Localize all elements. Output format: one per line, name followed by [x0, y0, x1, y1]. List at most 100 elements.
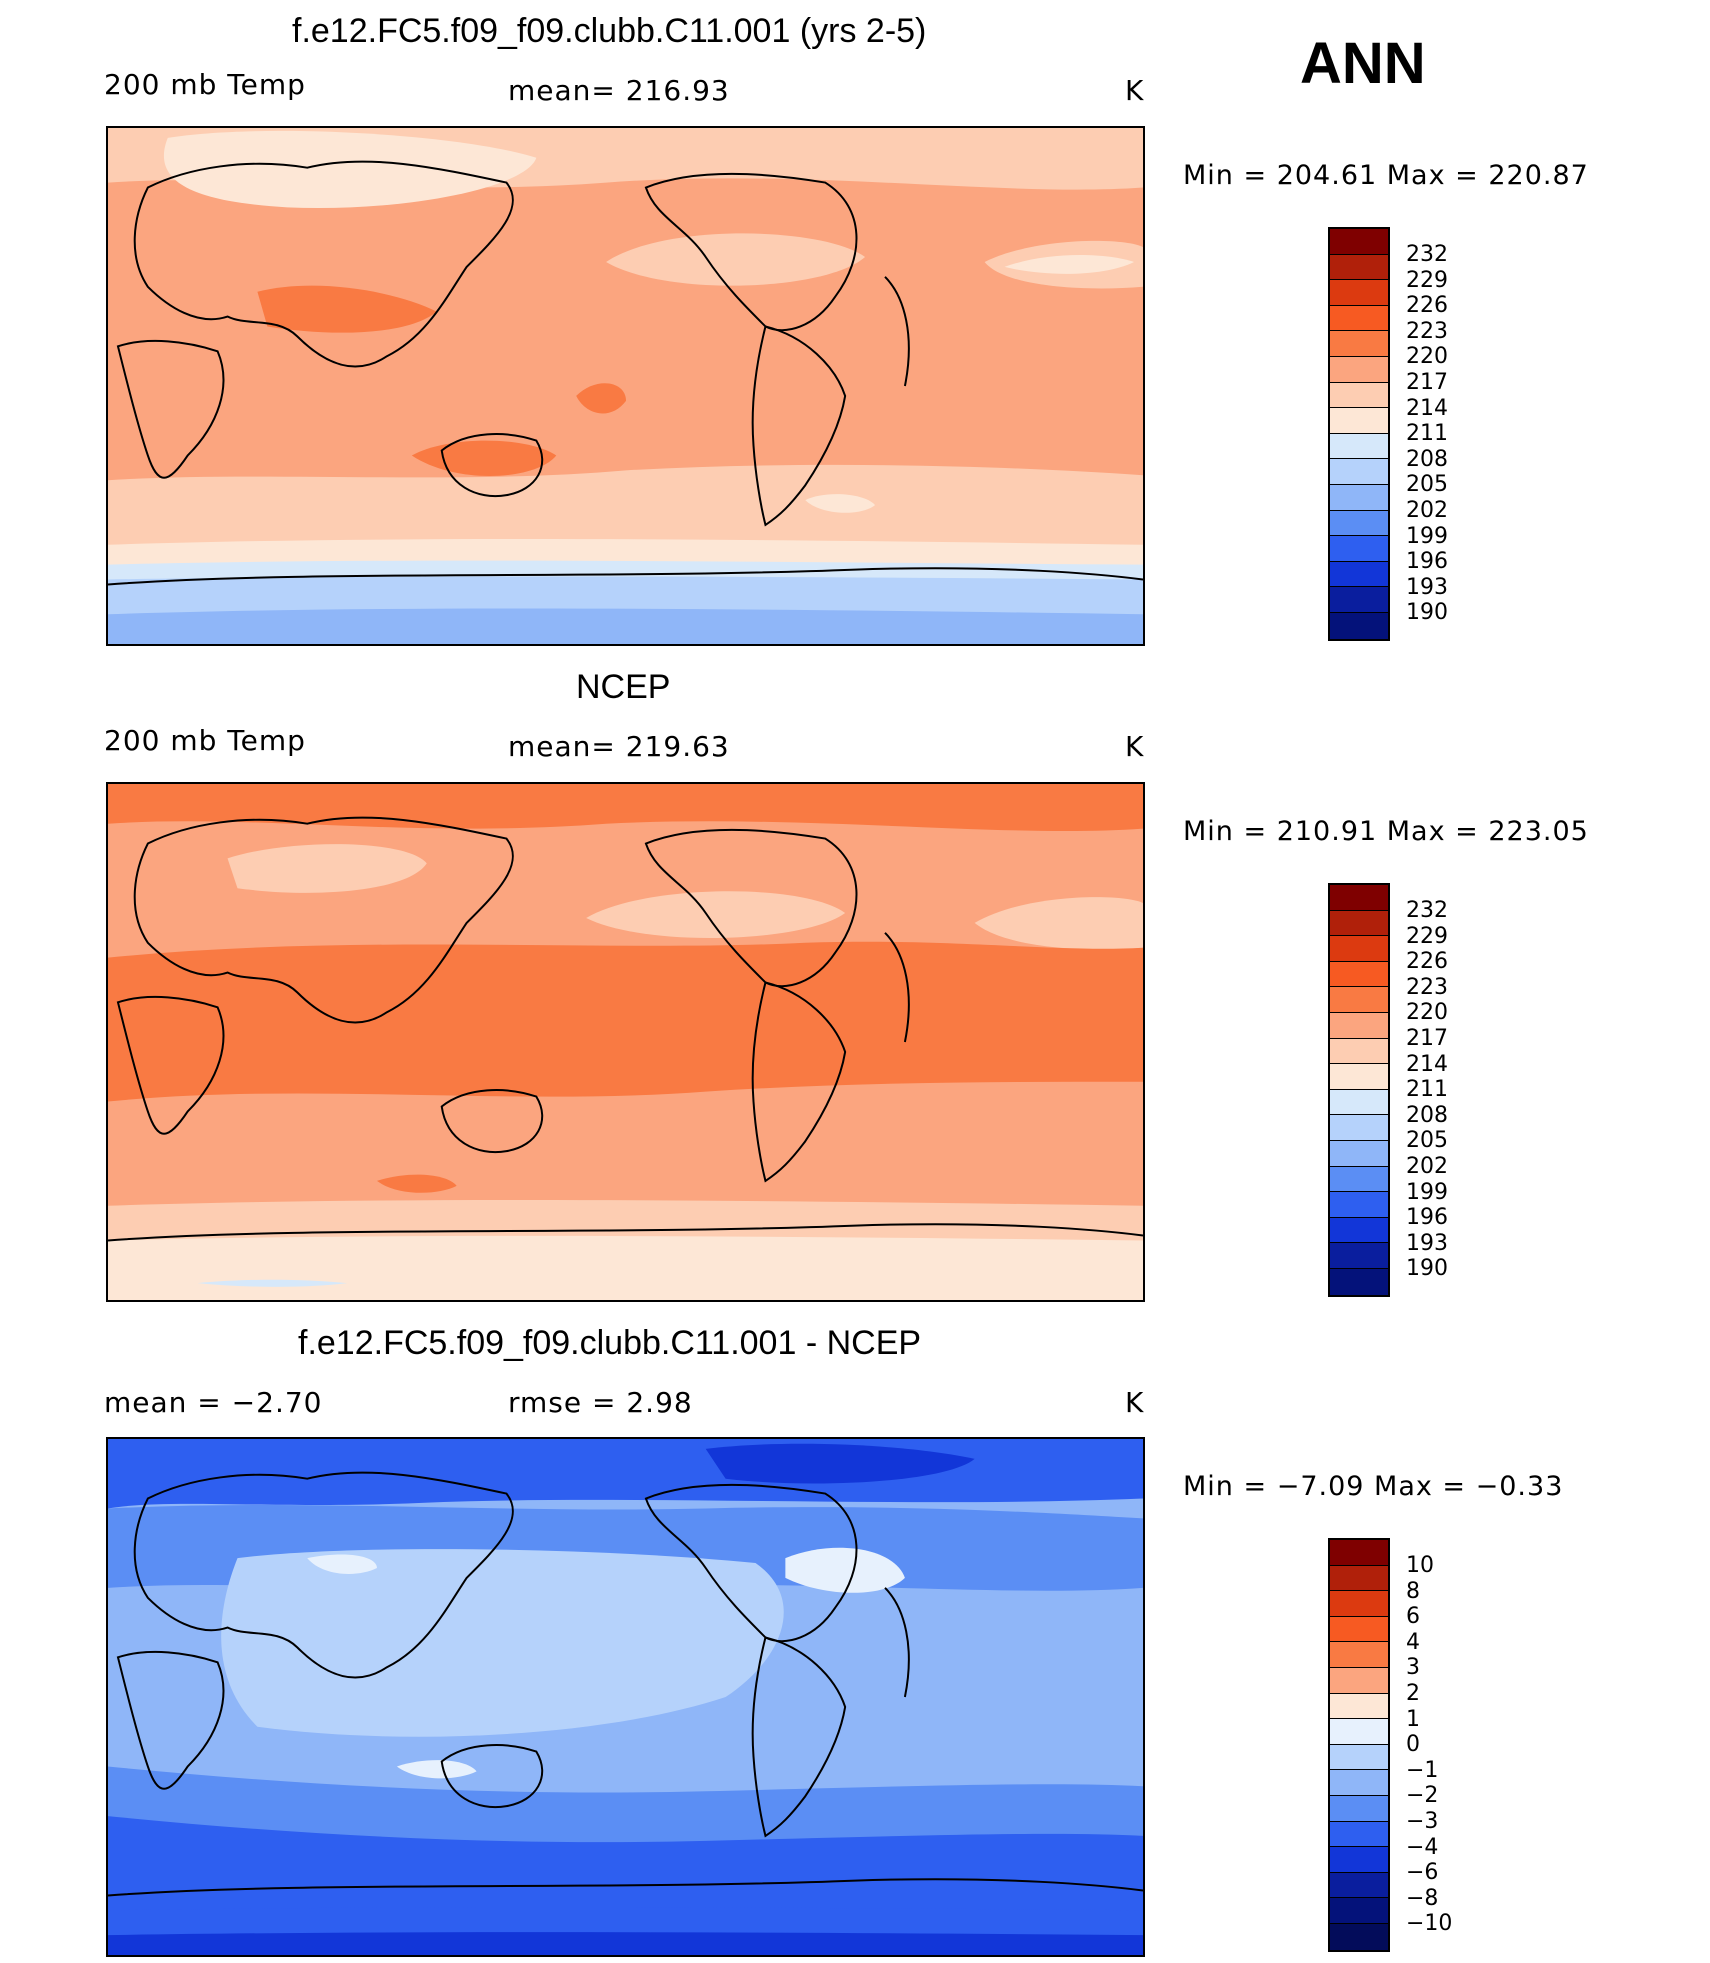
- panel-mean-label-model: mean= 216.93: [508, 74, 730, 107]
- colorbar-swatch: [1330, 1821, 1388, 1848]
- colorbar-swatch: [1330, 1616, 1388, 1643]
- field-band-north: [108, 784, 1143, 832]
- colorbar-label: 220: [1406, 1000, 1448, 1026]
- panel-mean-label-diff: mean = −2.70: [104, 1386, 323, 1419]
- field-band-pole: [108, 1932, 1143, 1955]
- colorbar-swatch: [1330, 459, 1388, 485]
- colorbar-label: 205: [1406, 1128, 1448, 1154]
- colorbar-swatch: [1330, 1268, 1388, 1295]
- panel-units-model: K: [1125, 74, 1145, 107]
- colorbar-swatch: [1330, 1217, 1388, 1244]
- panel-minmax-obs: Min = 210.91 Max = 223.05: [1183, 816, 1589, 847]
- colorbar-swatch: [1330, 1898, 1388, 1924]
- map-model: [106, 126, 1145, 646]
- colorbar-swatch: [1330, 1166, 1388, 1193]
- colorbar-label: −6: [1406, 1860, 1439, 1886]
- field-patch-siberia: [163, 130, 537, 209]
- colorbar-label: 232: [1406, 242, 1448, 267]
- colorbar-label: 220: [1406, 344, 1448, 370]
- colorbar-label: 208: [1406, 446, 1448, 472]
- colorbar-swatch: [1330, 1140, 1388, 1167]
- colorbar-label: 3: [1406, 1655, 1420, 1681]
- colorbar-swatch: [1330, 536, 1388, 562]
- colorbar-label: −10: [1406, 1911, 1453, 1937]
- colorbar-swatch: [1330, 987, 1388, 1013]
- field-patch-siberia: [227, 844, 427, 893]
- colorbar-label: 226: [1406, 949, 1448, 975]
- colorbar-swatch: [1330, 1038, 1388, 1065]
- colorbar-swatch: [1330, 1693, 1388, 1720]
- field-patch-maritime: [576, 383, 626, 414]
- map-obs-field: [108, 784, 1143, 1300]
- field-patch-south-pacific: [805, 494, 876, 513]
- panel-minmax-diff: Min = −7.09 Max = −0.33: [1183, 1471, 1564, 1502]
- colorbar-swatch: [1330, 433, 1388, 460]
- colorbar-label: −8: [1406, 1885, 1439, 1911]
- colorbar-label: 4: [1406, 1629, 1420, 1655]
- colorbar-swatch: [1330, 1192, 1388, 1218]
- colorbar-label: 199: [1406, 1179, 1448, 1205]
- colorbar-label: 232: [1406, 898, 1448, 923]
- field-patch-tibet: [257, 285, 437, 333]
- colorbar-swatch: [1330, 1089, 1388, 1116]
- colorbar-label: 229: [1406, 267, 1448, 293]
- field-patch-atlantic-core: [1004, 255, 1135, 274]
- season-label: ANN: [1300, 31, 1426, 96]
- colorbar-swatch: [1330, 1064, 1388, 1090]
- colorbar-swatch: [1330, 484, 1388, 511]
- colorbar-label: 229: [1406, 923, 1448, 949]
- colorbar-label: 196: [1406, 1205, 1448, 1231]
- colorbar-swatch: [1330, 612, 1388, 639]
- colorbar-label: 193: [1406, 1230, 1448, 1256]
- colorbar-swatch: [1330, 356, 1388, 383]
- colorbar-label: 208: [1406, 1102, 1448, 1128]
- colorbar-swatch: [1330, 280, 1388, 306]
- colorbar-swatch: [1330, 1565, 1388, 1592]
- colorbar-label: 190: [1406, 1256, 1448, 1282]
- colorbar-obs: [1328, 883, 1390, 1297]
- colorbar-swatch: [1330, 1115, 1388, 1141]
- colorbar-label: 202: [1406, 1154, 1448, 1179]
- colorbar-swatch: [1330, 510, 1388, 537]
- field-patch-pacific: [606, 233, 866, 286]
- field-patch-north-america: [785, 1547, 905, 1593]
- colorbar-swatch: [1330, 1847, 1388, 1873]
- panel-units-diff: K: [1125, 1386, 1145, 1419]
- colorbar-swatch: [1330, 587, 1388, 613]
- colorbar-label: 2: [1406, 1681, 1420, 1706]
- colorbar-label: 223: [1406, 974, 1448, 1000]
- colorbar-label: 211: [1406, 1077, 1448, 1103]
- colorbar-label: −3: [1406, 1809, 1439, 1834]
- colorbar-label: 217: [1406, 370, 1448, 395]
- field-patch-australia: [396, 1760, 477, 1779]
- map-model-field: [108, 128, 1143, 644]
- panel-mean-label-obs: mean= 219.63: [508, 730, 730, 763]
- colorbar-swatch: [1330, 561, 1388, 588]
- field-patch-atlantic: [974, 897, 1143, 950]
- colorbar-swatch: [1330, 1770, 1388, 1796]
- colorbar-swatch: [1330, 1243, 1388, 1269]
- colorbar-swatch: [1330, 1744, 1388, 1771]
- colorbar-label: −1: [1406, 1757, 1439, 1783]
- field-patch-australia: [411, 440, 557, 476]
- colorbar-label: 211: [1406, 421, 1448, 447]
- field-band-antarctica: [108, 1235, 1143, 1300]
- colorbar-label: 214: [1406, 395, 1448, 421]
- colorbar-label: 196: [1406, 549, 1448, 575]
- colorbar-swatch: [1330, 1012, 1388, 1039]
- panel-rmse-label-diff: rmse = 2.98: [508, 1386, 693, 1419]
- coastlines-model: [108, 160, 1143, 586]
- field-band-pole: [108, 608, 1143, 644]
- field-patch-arctic-core: [705, 1443, 975, 1484]
- colorbar-label: 10: [1406, 1553, 1434, 1578]
- map-diff-field: [108, 1439, 1143, 1955]
- field-band-arctic: [108, 1439, 1143, 1509]
- panel-units-obs: K: [1125, 730, 1145, 763]
- colorbar-label: −2: [1406, 1783, 1439, 1809]
- panel-title-diff: f.e12.FC5.f09_f09.clubb.C11.001 - NCEP: [298, 1324, 922, 1362]
- colorbar-swatch: [1330, 1923, 1388, 1950]
- colorbar-swatch: [1330, 382, 1388, 409]
- colorbar-label: 0: [1406, 1732, 1420, 1758]
- panel-title-obs: NCEP: [576, 668, 671, 706]
- colorbar-swatch: [1330, 1872, 1388, 1899]
